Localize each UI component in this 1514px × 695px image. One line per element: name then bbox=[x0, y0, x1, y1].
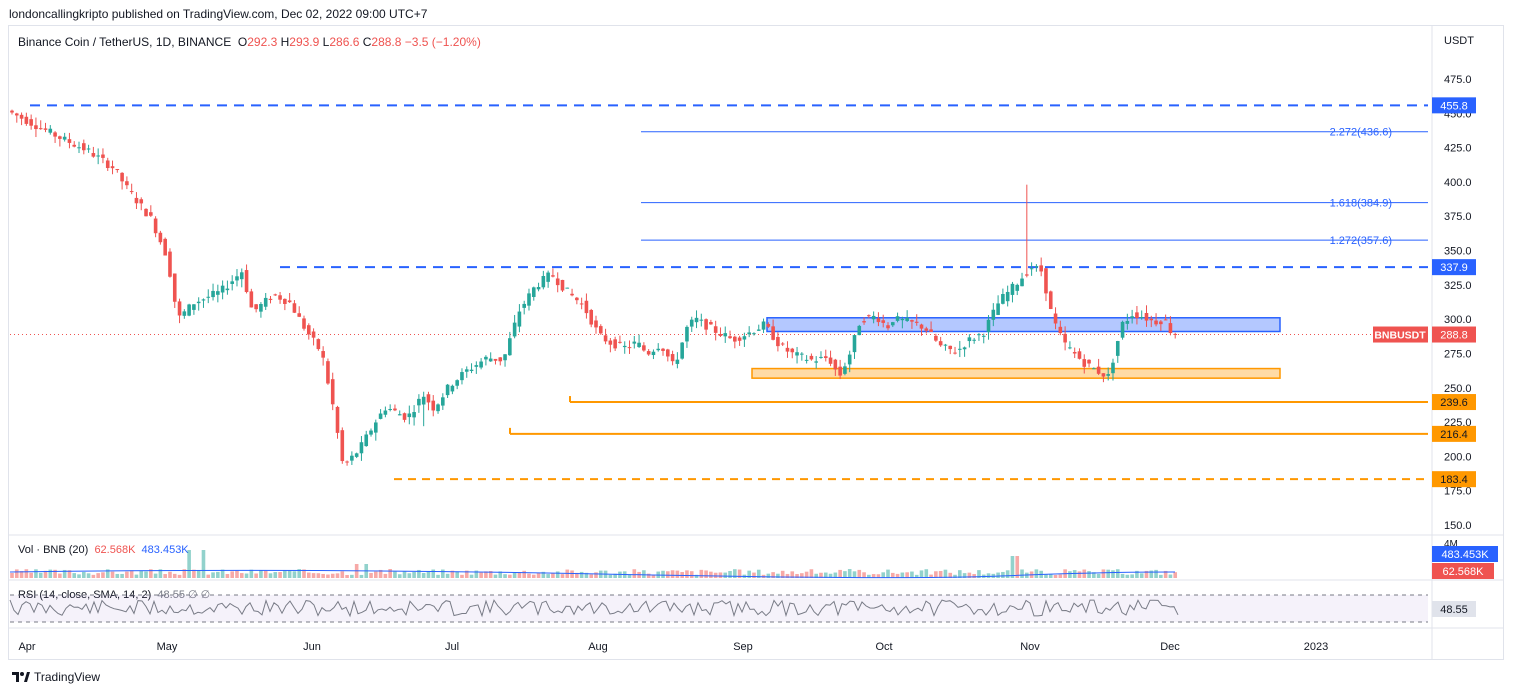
low-value: 286.6 bbox=[329, 35, 360, 49]
currency-label: USDT bbox=[1444, 35, 1474, 47]
footer-brand: TradingView bbox=[34, 670, 101, 684]
rsi-label: RSI (14, close, SMA, 14, 2) bbox=[18, 589, 152, 601]
close-label: C bbox=[362, 35, 372, 49]
symbol-legend: Binance Coin / TetherUS, 1D, BINANCE O29… bbox=[18, 35, 481, 49]
publish-info: londoncallingkripto published on Trading… bbox=[9, 7, 428, 21]
volume-sma-value: 483.453K bbox=[141, 544, 189, 556]
symbol-name: Binance Coin / TetherUS, 1D, BINANCE bbox=[18, 35, 232, 49]
tradingview-logo-icon bbox=[12, 672, 30, 682]
change-value: −3.5 (−1.20%) bbox=[404, 35, 481, 49]
open-label: O bbox=[237, 35, 248, 49]
volume-value: 62.568K bbox=[94, 544, 136, 556]
open-value: 292.3 bbox=[247, 35, 278, 49]
close-value: 288.8 bbox=[371, 35, 402, 49]
volume-label: Vol · BNB (20) bbox=[18, 544, 89, 556]
tradingview-footer: TradingView bbox=[12, 670, 100, 684]
volume-legend: Vol · BNB (20) 62.568K 483.453K bbox=[18, 544, 189, 556]
chart-frame bbox=[8, 25, 1504, 660]
high-label: H bbox=[280, 35, 290, 49]
rsi-legend: RSI (14, close, SMA, 14, 2) 48.55 ∅ ∅ bbox=[18, 588, 210, 601]
rsi-legend-value: 48.55 ∅ ∅ bbox=[157, 589, 211, 601]
low-label: L bbox=[322, 35, 330, 49]
high-value: 293.9 bbox=[289, 35, 320, 49]
